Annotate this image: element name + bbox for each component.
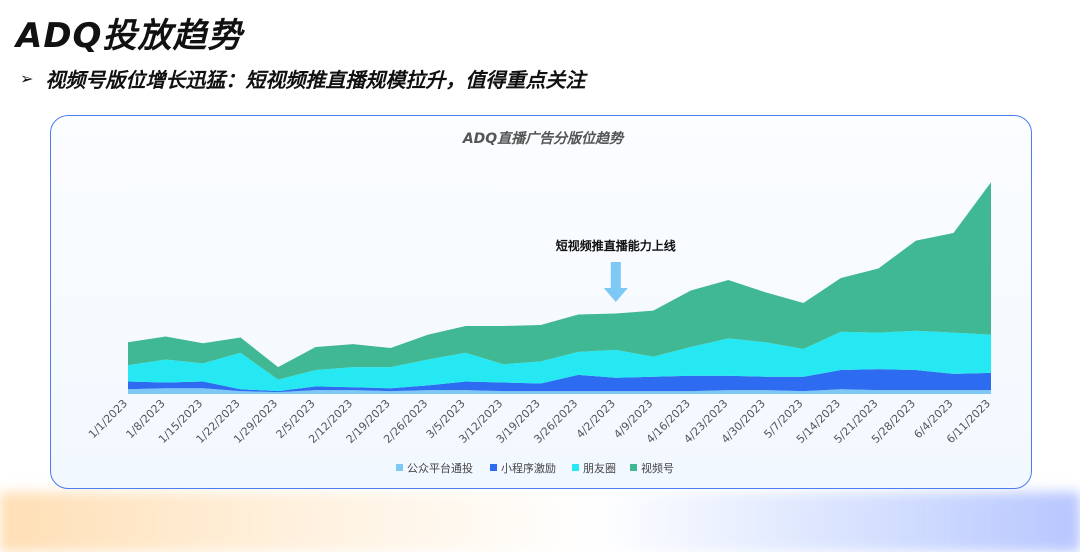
area-series-3	[128, 330, 991, 392]
legend-swatch	[630, 464, 637, 471]
chart-title: ADQ直播广告分版位趋势	[462, 130, 625, 147]
page-subtitle: 视频号版位增长迅猛：短视频推直播规模拉升，值得重点关注	[45, 68, 586, 92]
x-tick-label: 1/1/2023	[86, 397, 130, 441]
page-title: ADQ投放趋势	[16, 16, 243, 56]
legend-swatch	[396, 464, 403, 471]
annotation-label: 短视频推直播能力上线	[556, 238, 676, 253]
legend-label: 小程序激励	[501, 461, 556, 475]
legend-label: 视频号	[641, 461, 674, 475]
legend-swatch	[490, 464, 497, 471]
legend-label: 公众平台通投	[407, 461, 473, 475]
x-axis-ticks: 1/1/20231/8/20231/15/20231/22/20231/29/2…	[86, 397, 993, 446]
chart-annotation: 短视频推直播能力上线	[556, 238, 676, 302]
area-series-4	[128, 182, 991, 380]
bullet-arrow-icon: ➢	[20, 69, 34, 88]
down-arrow-icon	[603, 262, 628, 302]
subtitle-row: ➢ 视频号版位增长迅猛：短视频推直播规模拉升，值得重点关注	[20, 64, 585, 93]
area-series-2	[128, 369, 991, 393]
chart-card: ADQ直播广告分版位趋势 短视频推直播能力上线 1/1/2023 1/8/2023…	[50, 115, 1032, 489]
legend-swatch	[572, 464, 579, 471]
series-areas	[128, 182, 991, 394]
decorative-bottom-gradient	[0, 492, 1080, 552]
area-chart: ADQ直播广告分版位趋势 短视频推直播能力上线 1/1/20231/8/2023…	[86, 130, 993, 475]
x-tick-label: 4/2/2023	[574, 397, 618, 441]
chart-legend: 公众平台通投 小程序激励 朋友圈 视频号	[396, 461, 674, 475]
legend-label: 朋友圈	[583, 461, 616, 475]
